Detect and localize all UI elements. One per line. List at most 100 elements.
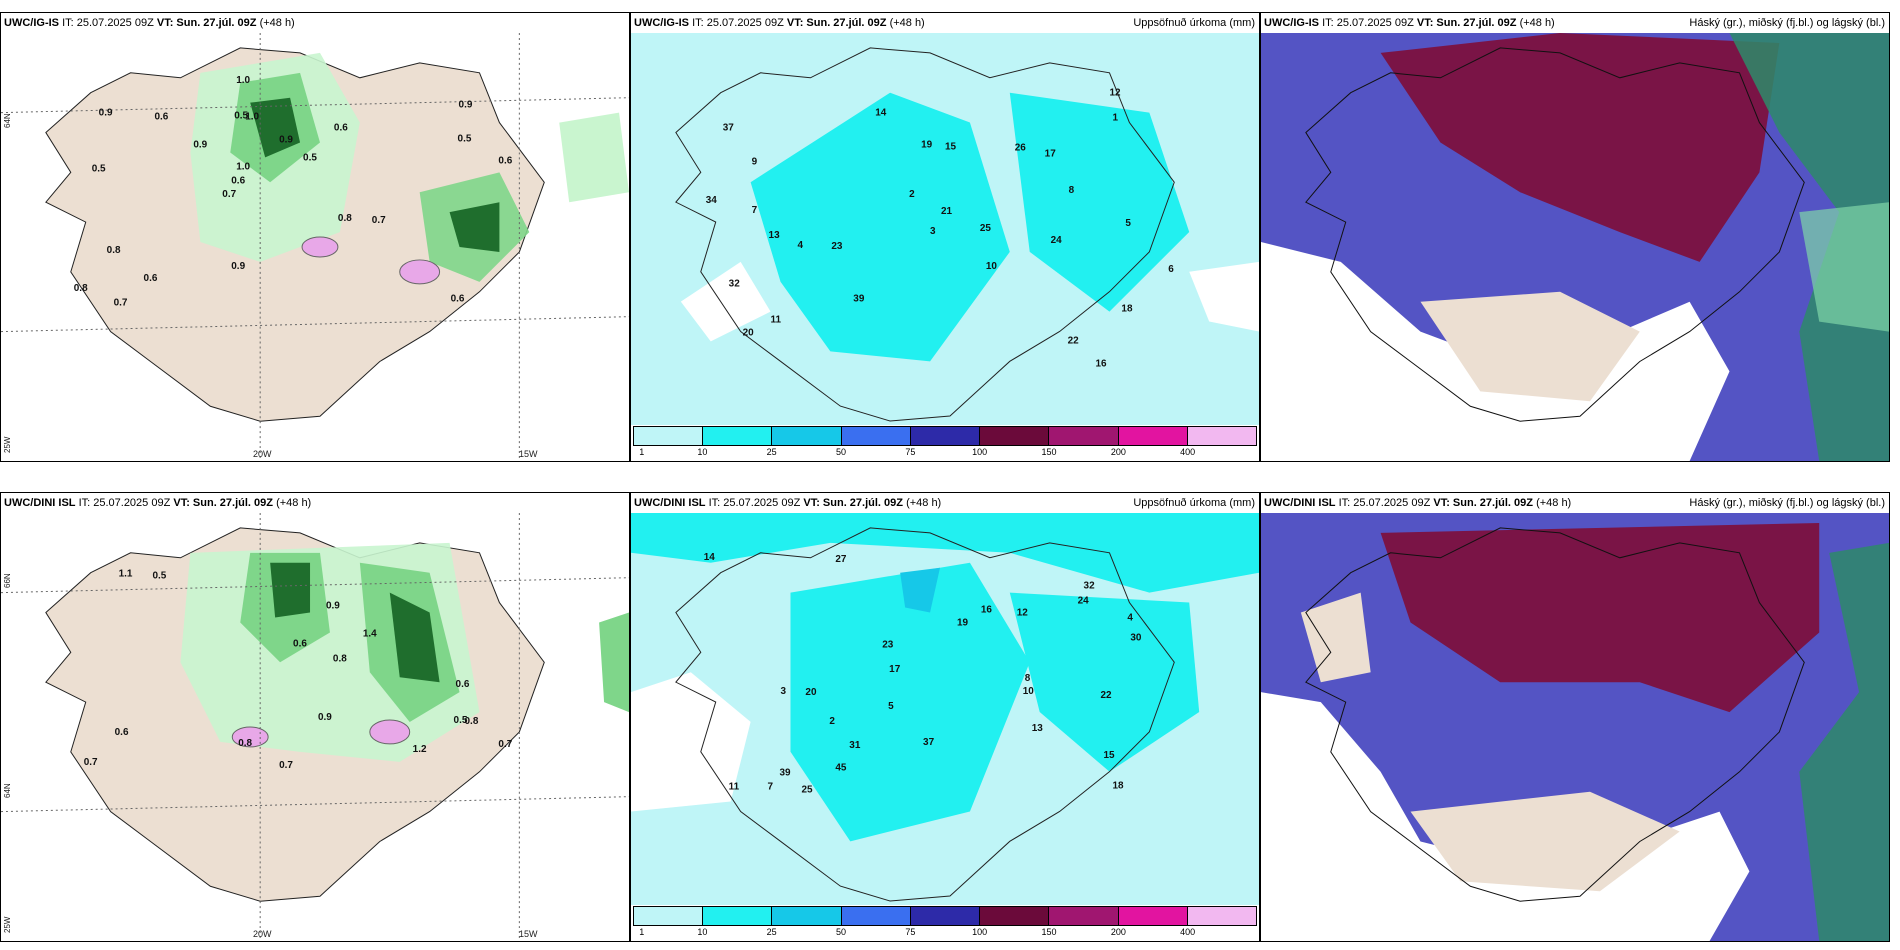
colorbar-label: 200	[1110, 927, 1126, 937]
lat-label-64n: 64N	[3, 783, 12, 798]
glacier-precip	[231, 726, 269, 748]
colorbar-label: 200	[1110, 447, 1126, 457]
map-precip: 11 13 16 10 18 24 27 37 19 25 22 39 32 31 14 23 20 17 45 30…	[631, 513, 1259, 905]
lon-label-15w: 15W	[519, 449, 538, 459]
station-value: 13	[1032, 723, 1044, 734]
panel-header: UWC/DINI ISL IT: 25.07.2025 09Z VT: Sun.…	[1261, 493, 1889, 513]
station-value: 21	[941, 206, 953, 217]
low-cloud-light	[1799, 202, 1889, 332]
lead-time: (+48 h)	[906, 497, 942, 509]
station-value: 0.6	[456, 679, 470, 690]
station-value: 0.7	[279, 760, 293, 771]
lat-label-25w: 25W	[3, 436, 12, 453]
valid-time: VT: Sun. 27.júl. 09Z	[803, 497, 903, 509]
rain-values: 0.60.50.90.70.60.70.50.90.80.90.80.61.00…	[74, 75, 513, 309]
graticule	[1, 33, 629, 461]
valid-time: VT: Sun. 27.júl. 09Z	[1416, 17, 1517, 29]
station-value: 0.8	[465, 716, 479, 727]
map-wind-rain: 0.6 0.5 0.9 0.7 0.6 0.7 0.5 0.9 0.8 0.9 0.8 0.6 1.0 0…	[1, 33, 629, 461]
init-time: IT: 25.07.2025 09Z	[708, 497, 801, 509]
station-value: 7	[768, 782, 774, 793]
station-value: 4	[797, 240, 803, 251]
map-canvas: 0.60.50.90.70.60.70.50.90.80.90.80.61.00…	[1, 33, 629, 461]
station-value: 0.6	[231, 175, 245, 186]
panel-igis-clouds: UWC/IG-IS IT: 25.07.2025 09Z VT: Sun. 27…	[1260, 12, 1890, 462]
colorbar-swatch	[841, 907, 911, 925]
init-time: IT: 25.07.2025 09Z	[62, 17, 154, 29]
panel-dini-clouds: UWC/DINI ISL IT: 25.07.2025 09Z VT: Sun.…	[1260, 492, 1890, 942]
colorbar-boxes	[633, 906, 1257, 926]
station-value: 0.8	[333, 653, 347, 664]
station-value: 17	[889, 664, 901, 675]
station-value: 0.7	[84, 757, 98, 768]
init-time: IT: 25.07.2025 09Z	[1338, 497, 1431, 509]
station-value: 0.8	[238, 738, 252, 749]
high-cloud-area	[1380, 522, 1820, 713]
station-value: 1	[1112, 113, 1118, 124]
land-visible	[1420, 291, 1640, 402]
station-value: 45	[835, 763, 847, 774]
station-value: 6	[1168, 264, 1174, 275]
lead-time: (+48 h)	[1519, 17, 1555, 29]
colorbar-label: 75	[905, 447, 916, 457]
station-value: 32	[1084, 581, 1096, 592]
colorbar-swatch	[980, 427, 1050, 445]
station-value: 0.7	[498, 739, 512, 750]
clear-sky	[1261, 242, 1730, 461]
station-value: 0.9	[193, 139, 207, 150]
colorbar-swatch	[634, 427, 704, 445]
station-value: 19	[921, 139, 933, 150]
model-name: UWC/IG-IS	[634, 17, 689, 29]
colorbar-label: 1	[639, 447, 645, 457]
colorbar-swatch	[980, 907, 1050, 925]
station-value: 17	[1045, 148, 1057, 159]
glacier-precip	[369, 719, 411, 745]
precip-values: 1113161018242737192522393231142320174530…	[704, 552, 1142, 796]
rain-area-dark	[389, 592, 440, 683]
station-value: 8	[1069, 185, 1075, 196]
station-value: 32	[729, 279, 741, 290]
station-value: 11	[771, 315, 782, 326]
model-name: UWC/DINI ISL	[634, 497, 706, 509]
colorbar-label: 150	[1041, 927, 1057, 937]
station-value: 10	[986, 261, 998, 272]
lead-time: (+48 h)	[276, 497, 312, 509]
lat-label-25w: 25W	[3, 916, 12, 933]
station-value: 39	[853, 294, 865, 305]
station-value: 1.2	[413, 744, 427, 755]
station-value: 0.5	[303, 152, 317, 163]
init-time: IT: 25.07.2025 09Z	[1322, 17, 1414, 29]
station-value: 0.5	[234, 111, 248, 122]
rain-area-offshore	[559, 112, 629, 203]
station-value: 24	[1078, 596, 1090, 607]
station-value: 30	[1130, 632, 1142, 643]
lat-label-66n: 66N	[3, 573, 12, 588]
rain-values: 0.60.80.50.70.91.20.61.40.80.70.50.90.60…	[84, 569, 513, 771]
station-value: 0.7	[372, 215, 386, 226]
map-clouds	[1261, 513, 1889, 941]
station-value: 0.9	[318, 712, 332, 723]
field-title: Uppsöfnuð úrkoma (mm)	[1133, 497, 1255, 509]
colorbar-label: 50	[835, 447, 847, 457]
lead-time: (+48 h)	[889, 17, 925, 29]
station-value: 0.9	[326, 601, 340, 612]
glacier-precip	[301, 236, 339, 258]
map-canvas: 1113161018242737192522393231142320174530…	[631, 513, 1259, 905]
station-value: 0.9	[231, 261, 245, 272]
init-time: IT: 25.07.2025 09Z	[78, 497, 171, 509]
station-value: 1.0	[245, 112, 259, 123]
station-value: 0.6	[334, 123, 348, 134]
glacier-precip	[399, 259, 441, 285]
model-name: UWC/DINI ISL	[1264, 497, 1336, 509]
precip-area	[631, 513, 1259, 593]
rain-area-dark	[250, 97, 301, 158]
station-value: 14	[875, 108, 887, 119]
station-value: 7	[752, 205, 758, 216]
station-value: 16	[1096, 358, 1108, 369]
colorbar-swatch	[1118, 427, 1188, 445]
iceland-coast	[675, 47, 1175, 422]
map-canvas: 0.60.80.50.70.91.20.61.40.80.70.50.90.60…	[1, 513, 629, 941]
iceland-coast	[1305, 527, 1805, 902]
station-value: 0.5	[153, 571, 167, 582]
